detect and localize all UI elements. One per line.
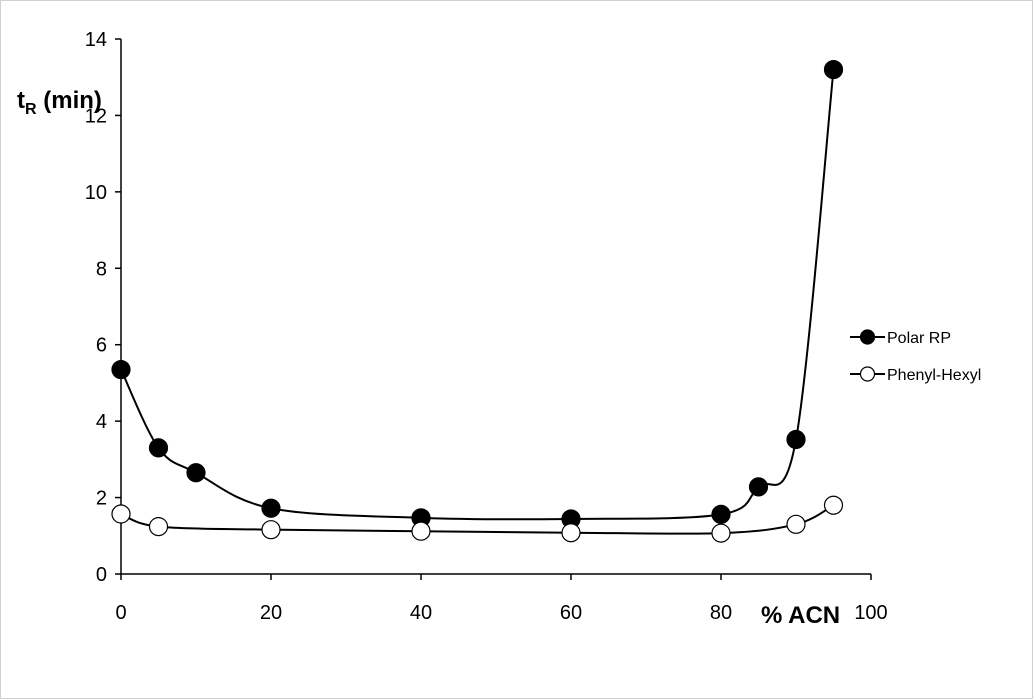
- data-point-polar-rp: [748, 477, 769, 497]
- x-tick-label: 80: [710, 602, 732, 624]
- y-tick-label: 6: [96, 335, 107, 357]
- y-tick-label: 4: [96, 411, 107, 433]
- data-point-phenyl-hexyl: [148, 517, 169, 537]
- legend-label: Polar RP: [887, 330, 951, 347]
- data-point-polar-rp: [823, 59, 844, 80]
- x-tick-label: 0: [115, 602, 126, 624]
- data-point-phenyl-hexyl: [561, 523, 581, 543]
- data-point-polar-rp: [786, 429, 806, 450]
- axes: 0 2 4 6 8 10 12 14 0 20 40 60 80 100: [85, 29, 888, 624]
- y-axis-title-subscript: R: [25, 101, 37, 118]
- legend: Polar RP Phenyl-Hexyl: [850, 329, 981, 384]
- data-point-phenyl-hexyl: [261, 520, 281, 540]
- y-tick-label: 10: [85, 182, 107, 204]
- data-point-polar-rp: [261, 498, 281, 518]
- legend-label: Phenyl-Hexyl: [887, 367, 981, 384]
- legend-marker: [859, 329, 876, 345]
- data-point-phenyl-hexyl: [411, 521, 431, 541]
- y-tick-label: 0: [96, 564, 107, 586]
- y-axis-title-main: t: [17, 87, 25, 114]
- x-tick-label: 60: [560, 602, 582, 624]
- y-tick-label: 2: [96, 488, 107, 510]
- data-point-phenyl-hexyl: [823, 495, 844, 515]
- data-point-polar-rp: [111, 359, 131, 380]
- y-tick-label: 8: [96, 258, 107, 280]
- y-tick-label: 14: [85, 29, 107, 51]
- series-line-polar-rp: [120, 69, 835, 521]
- legend-marker: [859, 366, 876, 382]
- data-point-polar-rp: [186, 463, 206, 483]
- series-line-phenyl-hexyl: [120, 504, 834, 535]
- data-point-phenyl-hexyl: [711, 523, 731, 543]
- x-tick-label: 20: [260, 602, 282, 624]
- x-tick-label: 40: [410, 602, 432, 624]
- x-tick-label: 100: [854, 602, 887, 624]
- data-point-phenyl-hexyl: [786, 514, 806, 534]
- data-point-polar-rp: [148, 438, 169, 458]
- x-axis-title: % ACN: [761, 602, 840, 629]
- data-point-phenyl-hexyl: [111, 504, 131, 524]
- legend-item-phenyl-hexyl: Phenyl-Hexyl: [850, 366, 981, 384]
- series-polar-rp: [111, 59, 844, 529]
- y-tick-label: 12: [85, 105, 107, 127]
- data-point-polar-rp: [711, 504, 731, 524]
- series-phenyl-hexyl: [111, 495, 844, 543]
- y-axis-title: tR (min): [17, 87, 102, 118]
- legend-item-polar-rp: Polar RP: [850, 329, 951, 347]
- series-layer: [111, 59, 844, 543]
- y-axis-title-rest: (min): [37, 87, 102, 114]
